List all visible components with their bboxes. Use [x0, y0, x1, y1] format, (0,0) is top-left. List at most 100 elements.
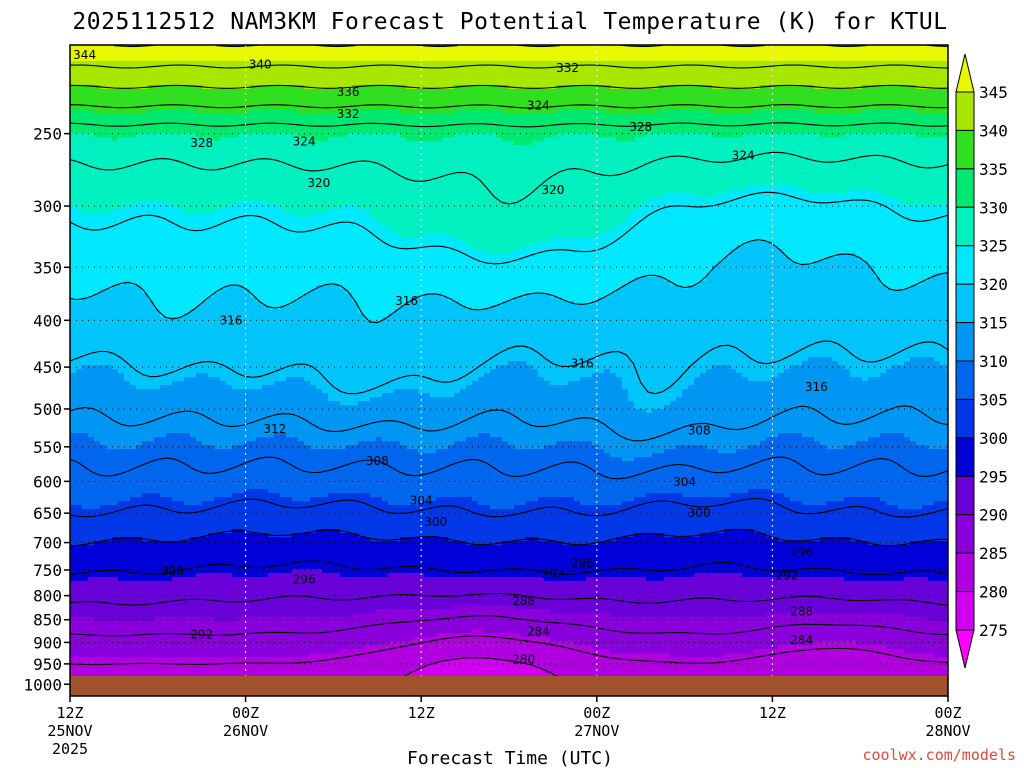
field-cell — [652, 125, 659, 130]
field-cell — [844, 121, 851, 126]
field-cell — [940, 69, 947, 74]
field-cell — [82, 141, 89, 146]
field-cell — [178, 173, 185, 178]
field-cell — [190, 57, 197, 62]
field-cell — [826, 85, 833, 90]
field-cell — [154, 81, 161, 86]
field-cell — [778, 117, 785, 122]
field-cell — [706, 77, 713, 82]
field-cell — [598, 69, 605, 74]
field-cell — [904, 177, 911, 182]
field-cell — [658, 45, 665, 50]
field-cell — [580, 133, 587, 138]
field-cell — [172, 137, 179, 142]
field-cell — [460, 45, 467, 50]
field-cell — [694, 77, 701, 82]
field-cell — [532, 85, 539, 90]
field-cell — [202, 161, 209, 166]
field-cell — [874, 129, 881, 134]
field-cell — [70, 101, 77, 106]
field-cell — [460, 69, 467, 74]
field-cell — [334, 169, 341, 174]
field-cell — [664, 53, 671, 58]
field-cell — [742, 97, 749, 102]
field-cell — [628, 133, 635, 138]
field-cell — [934, 169, 941, 174]
field-cell — [286, 121, 293, 126]
field-cell — [82, 153, 89, 158]
field-cell — [724, 73, 731, 78]
field-cell — [388, 53, 395, 58]
field-cell — [418, 129, 425, 134]
field-cell — [580, 85, 587, 90]
field-cell — [172, 77, 179, 82]
field-cell — [286, 89, 293, 94]
field-cell — [370, 177, 377, 182]
field-cell — [712, 77, 719, 82]
field-cell — [370, 73, 377, 78]
field-cell — [502, 89, 509, 94]
field-cell — [790, 173, 797, 178]
field-cell — [706, 137, 713, 142]
field-cell — [880, 81, 887, 86]
field-cell — [508, 45, 515, 50]
field-cell — [826, 113, 833, 118]
field-cell — [346, 57, 353, 62]
field-cell — [742, 169, 749, 174]
field-cell — [880, 141, 887, 146]
field-cell — [502, 81, 509, 86]
field-cell — [706, 145, 713, 150]
field-cell — [202, 93, 209, 98]
field-cell — [472, 153, 479, 158]
field-cell — [370, 133, 377, 138]
field-cell — [784, 65, 791, 70]
field-cell — [340, 141, 347, 146]
field-cell — [496, 177, 503, 182]
field-cell — [682, 105, 689, 110]
field-cell — [790, 149, 797, 154]
field-cell — [226, 169, 233, 174]
field-cell — [214, 173, 221, 178]
field-cell — [718, 137, 725, 142]
field-cell — [256, 169, 263, 174]
field-cell — [142, 69, 149, 74]
field-cell — [562, 141, 569, 146]
field-cell — [382, 57, 389, 62]
field-cell — [760, 141, 767, 146]
field-cell — [814, 65, 821, 70]
field-cell — [946, 137, 948, 142]
field-cell — [766, 113, 773, 118]
field-cell — [712, 89, 719, 94]
field-cell — [874, 141, 881, 146]
field-cell — [238, 121, 245, 126]
field-cell — [922, 69, 929, 74]
field-cell — [652, 165, 659, 170]
field-cell — [670, 113, 677, 118]
field-cell — [790, 93, 797, 98]
field-cell — [856, 73, 863, 78]
field-cell — [880, 69, 887, 74]
field-cell — [832, 61, 839, 66]
field-cell — [424, 137, 431, 142]
field-cell — [838, 125, 845, 130]
field-cell — [706, 129, 713, 134]
field-cell — [928, 121, 935, 126]
field-cell — [190, 61, 197, 66]
field-cell — [670, 165, 677, 170]
field-cell — [646, 61, 653, 66]
field-cell — [184, 65, 191, 70]
field-cell — [298, 153, 305, 158]
field-cell — [508, 53, 515, 58]
field-cell — [304, 53, 311, 58]
field-cell — [412, 145, 419, 150]
field-cell — [802, 65, 809, 70]
field-cell — [274, 77, 281, 82]
field-cell — [298, 109, 305, 114]
field-cell — [574, 97, 581, 102]
field-cell — [208, 133, 215, 138]
field-cell — [778, 133, 785, 138]
field-cell — [478, 117, 485, 122]
field-cell — [412, 117, 419, 122]
field-cell — [586, 113, 593, 118]
field-cell — [100, 81, 107, 86]
